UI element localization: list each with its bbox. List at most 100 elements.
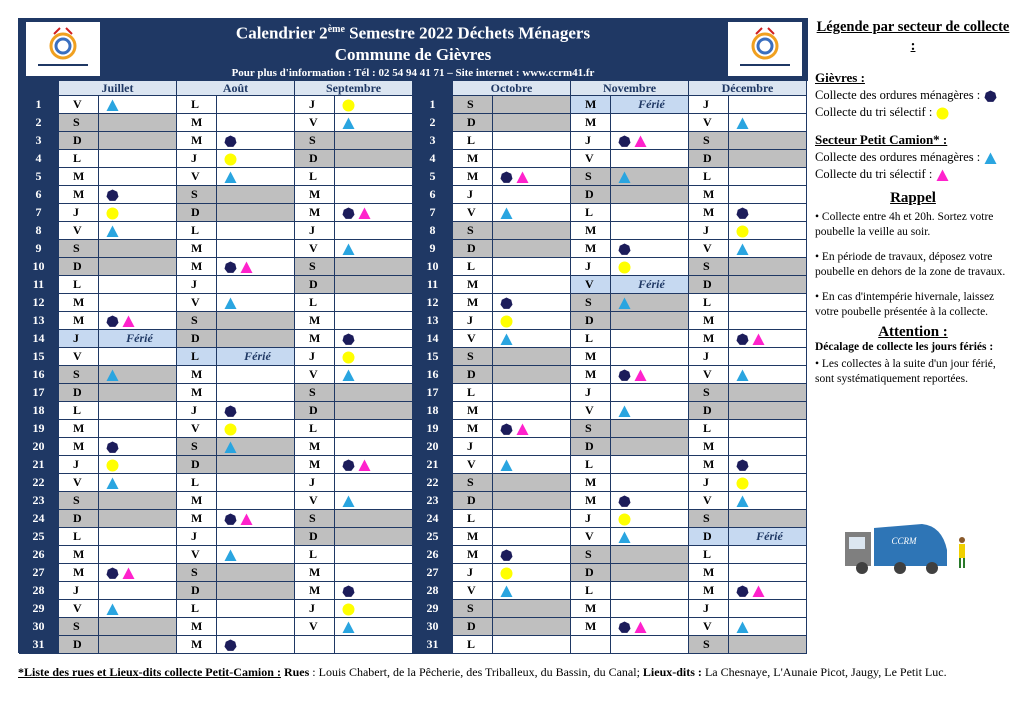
day-collections [335,204,413,222]
day-number: 25 [19,528,59,546]
day-collections [493,276,571,294]
collection-symbol [342,351,355,364]
day-number: 17 [19,384,59,402]
day-collections [611,240,689,258]
subtitle: Commune de Gièvres [334,44,492,64]
day-letter: S [177,312,217,330]
day-letter: M [689,582,729,600]
day-letter: V [295,618,335,636]
collection-symbol [106,369,119,381]
day-letter: J [689,474,729,492]
day-number: 3 [19,132,59,150]
day-number: 25 [413,528,453,546]
day-letter: J [177,150,217,168]
day-letter: L [453,510,493,528]
day-collections [99,438,177,456]
day-collections [99,474,177,492]
day-collections [611,600,689,618]
day-letter: J [571,384,611,402]
day-collections [99,564,177,582]
day-collections [729,132,807,150]
truck: CCRM [845,524,965,574]
day-number: 22 [413,474,453,492]
holiday: Férié [756,529,783,543]
collection-symbol [106,441,119,453]
day-letter: L [295,546,335,564]
day-collections: Férié [99,330,177,348]
day-number: 3 [413,132,453,150]
day-number: 2 [19,114,59,132]
day-letter: M [177,258,217,276]
collection-symbol [516,171,529,183]
day-collections [217,528,295,546]
day-letter: L [59,276,99,294]
collection-symbol [106,315,119,327]
day-collections [99,96,177,114]
day-collections [729,582,807,600]
day-collections [335,366,413,384]
sector-name: Gièvres : [815,70,865,85]
day-letter: M [453,276,493,294]
collection-symbol [106,459,119,472]
day-letter: M [453,150,493,168]
day-letter: V [295,366,335,384]
collection-symbol [342,207,355,219]
day-letter: M [453,294,493,312]
day-collections [493,510,571,528]
day-collections [335,636,413,654]
day-letter: L [177,222,217,240]
collection-symbol [634,135,647,147]
day-letter: S [453,96,493,114]
day-letter: L [453,132,493,150]
collection-symbol [224,423,237,436]
day-collections [611,168,689,186]
day-letter: L [295,168,335,186]
day-collections [217,276,295,294]
day-number: 13 [413,312,453,330]
day-collections [729,402,807,420]
day-collections [611,294,689,312]
day-letter: M [295,438,335,456]
day-letter: L [59,402,99,420]
day-letter: V [177,294,217,312]
day-letter: S [689,132,729,150]
day-letter: J [59,330,99,348]
day-collections [493,456,571,474]
day-letter: D [689,150,729,168]
day-collections [99,222,177,240]
footer-label: Lieux-dits : [642,665,702,679]
collection-symbol [342,243,355,255]
day-letter: D [689,528,729,546]
day-letter: M [571,474,611,492]
day-letter: S [177,564,217,582]
day-letter: J [689,600,729,618]
collection-symbol [618,621,631,633]
collection-symbol [984,90,997,102]
day-collections: Férié [729,528,807,546]
day-collections [335,438,413,456]
day-collections [729,510,807,528]
day-letter: D [177,330,217,348]
day-collections [99,546,177,564]
day-collections [217,240,295,258]
day-collections [335,240,413,258]
day-collections [99,294,177,312]
day-collections [335,402,413,420]
day-collections [611,564,689,582]
day-collections [611,402,689,420]
day-letter: D [295,276,335,294]
day-letter: M [689,204,729,222]
day-collections [611,366,689,384]
day-letter: J [59,456,99,474]
collection-symbol [342,585,355,597]
collection-symbol [736,585,749,597]
title: Calendrier 2ème Semestre 2022 Déchets Mé… [18,19,808,45]
day-letter: M [177,618,217,636]
day-letter: S [453,600,493,618]
title-text: Semestre 2022 Déchets Ménagers [344,23,591,43]
day-letter: S [177,438,217,456]
collection-symbol [500,171,513,183]
day-letter: L [453,258,493,276]
day-letter: V [453,204,493,222]
day-collections [493,258,571,276]
